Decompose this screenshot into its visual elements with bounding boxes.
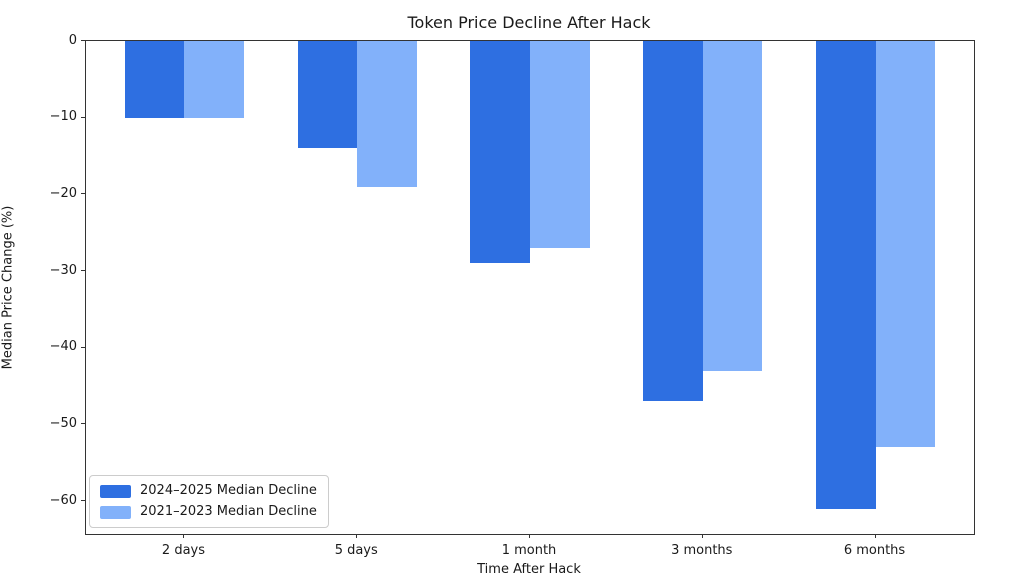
y-tick-mark <box>81 346 85 348</box>
y-tick-label: −40 <box>49 339 77 355</box>
y-tick-label: −10 <box>49 109 77 125</box>
x-tick-label: 1 month <box>501 543 557 558</box>
y-tick-label: −60 <box>49 492 77 508</box>
bar-3-months-series-0 <box>643 41 703 402</box>
y-tick-label: −30 <box>49 262 77 278</box>
x-tick-label: 6 months <box>843 543 906 558</box>
bar-5-days-series-1 <box>357 41 417 187</box>
bar-1-month-series-1 <box>530 41 590 248</box>
y-tick-mark <box>81 40 85 41</box>
bar-2-days-series-1 <box>184 41 245 118</box>
x-tick-label: 5 days <box>334 543 378 558</box>
x-axis-label: Time After Hack <box>477 562 581 577</box>
y-tick-label: 0 <box>68 32 77 48</box>
x-tick-mark <box>183 534 185 538</box>
y-tick-mark <box>81 423 85 425</box>
bar-6-months-series-0 <box>815 41 876 509</box>
y-tick-mark <box>81 270 85 271</box>
x-tick-mark <box>529 534 530 538</box>
legend-label: 2024–2025 Median Decline <box>140 483 317 498</box>
bar-3-months-series-1 <box>702 41 763 371</box>
plot-area: 2024–2025 Median Decline 2021–2023 Media… <box>85 40 975 535</box>
y-tick-label: −20 <box>49 185 77 201</box>
y-tick-label: −50 <box>49 415 77 431</box>
y-axis-label: Median Price Change (%) <box>0 205 16 370</box>
x-tick-mark <box>874 534 876 538</box>
legend-item: 2024–2025 Median Decline <box>100 483 317 499</box>
x-tick-mark <box>356 534 358 538</box>
x-tick-mark <box>701 534 703 538</box>
bar-1-month-series-0 <box>470 41 530 264</box>
y-tick-mark <box>81 500 85 502</box>
bar-6-months-series-1 <box>875 41 936 448</box>
legend: 2024–2025 Median Decline 2021–2023 Media… <box>89 475 329 528</box>
chart-title: Token Price Decline After Hack <box>407 13 651 32</box>
legend-label: 2021–2023 Median Decline <box>140 504 317 519</box>
bar-2-days-series-0 <box>124 41 185 118</box>
legend-swatch-2021-2023 <box>100 505 131 519</box>
x-tick-label: 2 days <box>161 543 206 558</box>
x-tick-label: 3 months <box>671 543 733 558</box>
bar-5-days-series-0 <box>297 41 358 149</box>
y-tick-mark <box>81 116 85 118</box>
legend-swatch-2024-2025 <box>100 484 131 498</box>
legend-item: 2021–2023 Median Decline <box>100 504 317 520</box>
y-tick-mark <box>81 193 85 195</box>
